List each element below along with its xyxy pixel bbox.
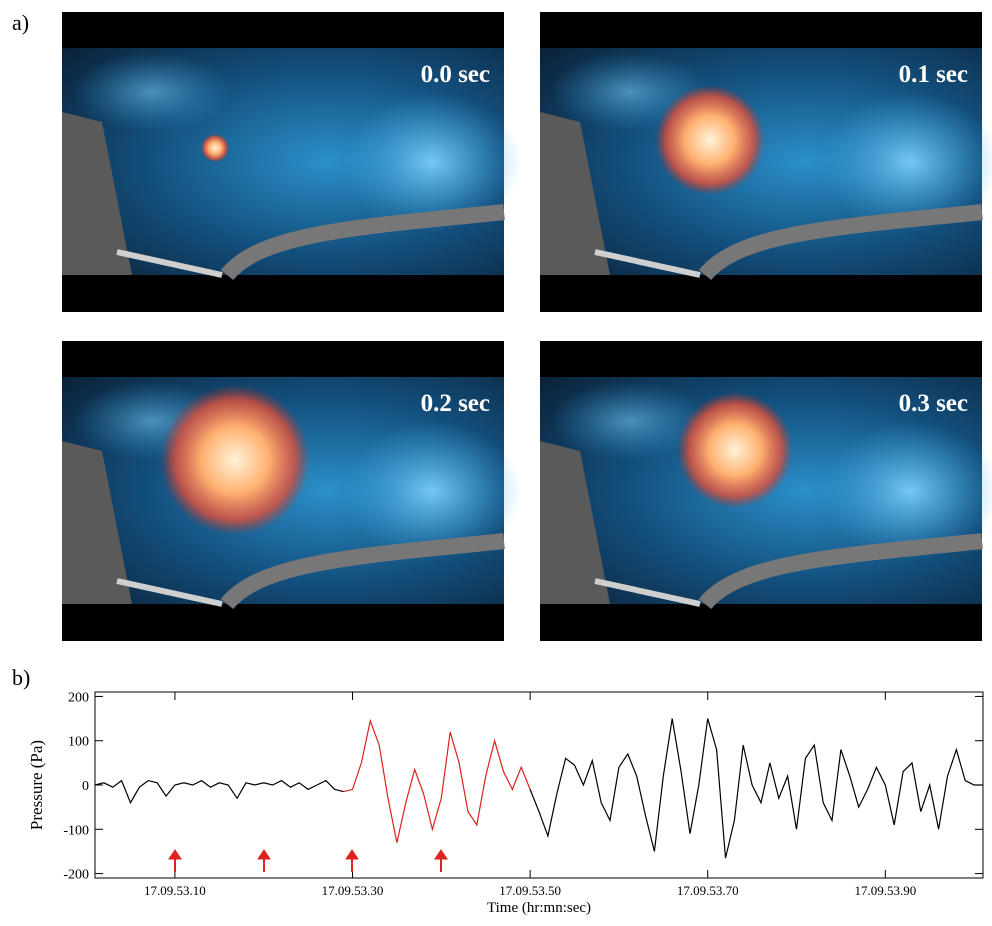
fireball: [677, 392, 793, 508]
fireball: [655, 85, 765, 195]
x-tick-label: 17.09.53.70: [677, 883, 739, 898]
equipment: [540, 112, 610, 275]
y-tick-label: -200: [63, 868, 89, 883]
x-tick-label: 17.09.53.10: [144, 883, 206, 898]
hose: [698, 204, 983, 281]
time-label: 0.0 sec: [421, 61, 490, 88]
x-axis-label: Time (hr:mn:sec): [487, 900, 591, 916]
equipment: [62, 112, 132, 275]
equipment: [540, 441, 610, 604]
video-frame: 0.0 sec: [62, 12, 522, 312]
panel-label: a): [12, 10, 29, 35]
hose: [220, 204, 505, 281]
arm: [594, 249, 701, 278]
video-frame: 0.3 sec: [540, 341, 992, 641]
y-tick-label: 0: [82, 779, 89, 794]
plume: [72, 52, 232, 132]
y-tick-label: 200: [68, 690, 89, 705]
video-frame: 0.2 sec: [62, 341, 522, 641]
y-tick-label: -100: [63, 823, 89, 838]
y-tick-label: 100: [68, 735, 89, 750]
panel-label: b): [12, 665, 30, 690]
time-label: 0.1 sec: [899, 61, 968, 88]
time-label: 0.3 sec: [899, 390, 968, 417]
time-label: 0.2 sec: [421, 390, 490, 417]
plume: [820, 92, 992, 232]
video-frame: 0.1 sec: [540, 12, 992, 312]
plume: [342, 421, 522, 561]
x-tick-label: 17.09.53.90: [854, 883, 916, 898]
y-axis-label: Pressure (Pa): [27, 740, 46, 830]
x-tick-label: 17.09.53.50: [499, 883, 561, 898]
plume: [820, 421, 992, 561]
arm: [594, 578, 701, 607]
arrow-head: [434, 849, 448, 860]
fireball: [201, 134, 229, 162]
arrow-head: [168, 849, 182, 860]
x-tick-label: 17.09.53.30: [322, 883, 384, 898]
event-arrows: [168, 849, 448, 872]
equipment: [62, 441, 132, 604]
plume: [342, 92, 522, 232]
arrow-head: [257, 849, 271, 860]
arrow-head: [345, 849, 359, 860]
fireball: [160, 385, 310, 535]
arm: [116, 249, 223, 278]
arm: [116, 578, 223, 607]
plume: [550, 381, 710, 461]
pressure-line: [343, 718, 531, 843]
hose: [220, 533, 505, 610]
pressure-line: [94, 718, 983, 859]
hose: [698, 533, 983, 610]
